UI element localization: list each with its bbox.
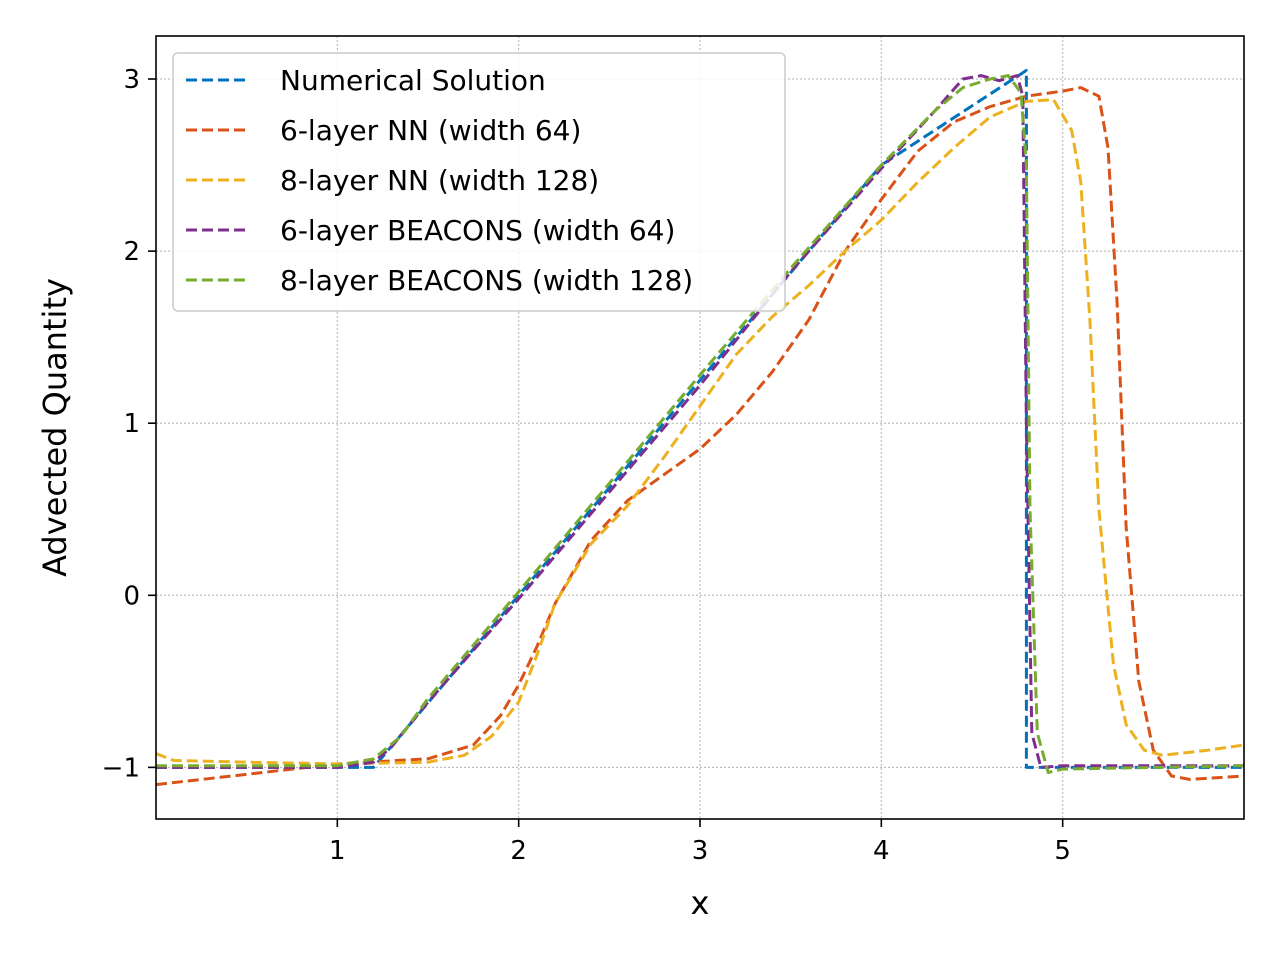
legend-label: 6-layer NN (width 64) — [280, 114, 581, 147]
x-tick-label: 1 — [329, 836, 346, 866]
legend-label: 6-layer BEACONS (width 64) — [280, 214, 675, 247]
series-lines — [155, 68, 1245, 787]
x-tick-label: 4 — [873, 836, 890, 866]
series-line-8-layer-beacons-width-128 — [156, 74, 1245, 774]
series-line-numerical-solution — [156, 68, 1244, 769]
y-tick-label: −1 — [102, 753, 140, 783]
axis-ticks: 1 2 3 4 5 −1 0 1 2 3 — [102, 65, 1071, 866]
x-axis-label: x — [691, 884, 710, 922]
x-tick-label: 2 — [510, 836, 527, 866]
legend-label: 8-layer NN (width 128) — [280, 164, 599, 197]
legend-box — [172, 52, 786, 312]
legend-label: Numerical Solution — [280, 64, 546, 97]
y-axis-label: Advected Quantity — [36, 278, 74, 577]
y-tick-label: 3 — [123, 65, 140, 95]
x-tick-label: 3 — [692, 836, 709, 866]
y-tick-label: 0 — [123, 581, 140, 611]
y-tick-label: 1 — [123, 409, 140, 439]
series-line-8-layer-nn-width-128 — [155, 98, 1245, 766]
grid-lines — [156, 36, 1244, 819]
y-tick-label: 2 — [123, 237, 140, 267]
x-tick-label: 5 — [1054, 836, 1071, 866]
legend: Numerical Solution 6-layer NN (width 64) 8… — [172, 52, 786, 312]
legend-label: 8-layer BEACONS (width 128) — [280, 264, 693, 297]
